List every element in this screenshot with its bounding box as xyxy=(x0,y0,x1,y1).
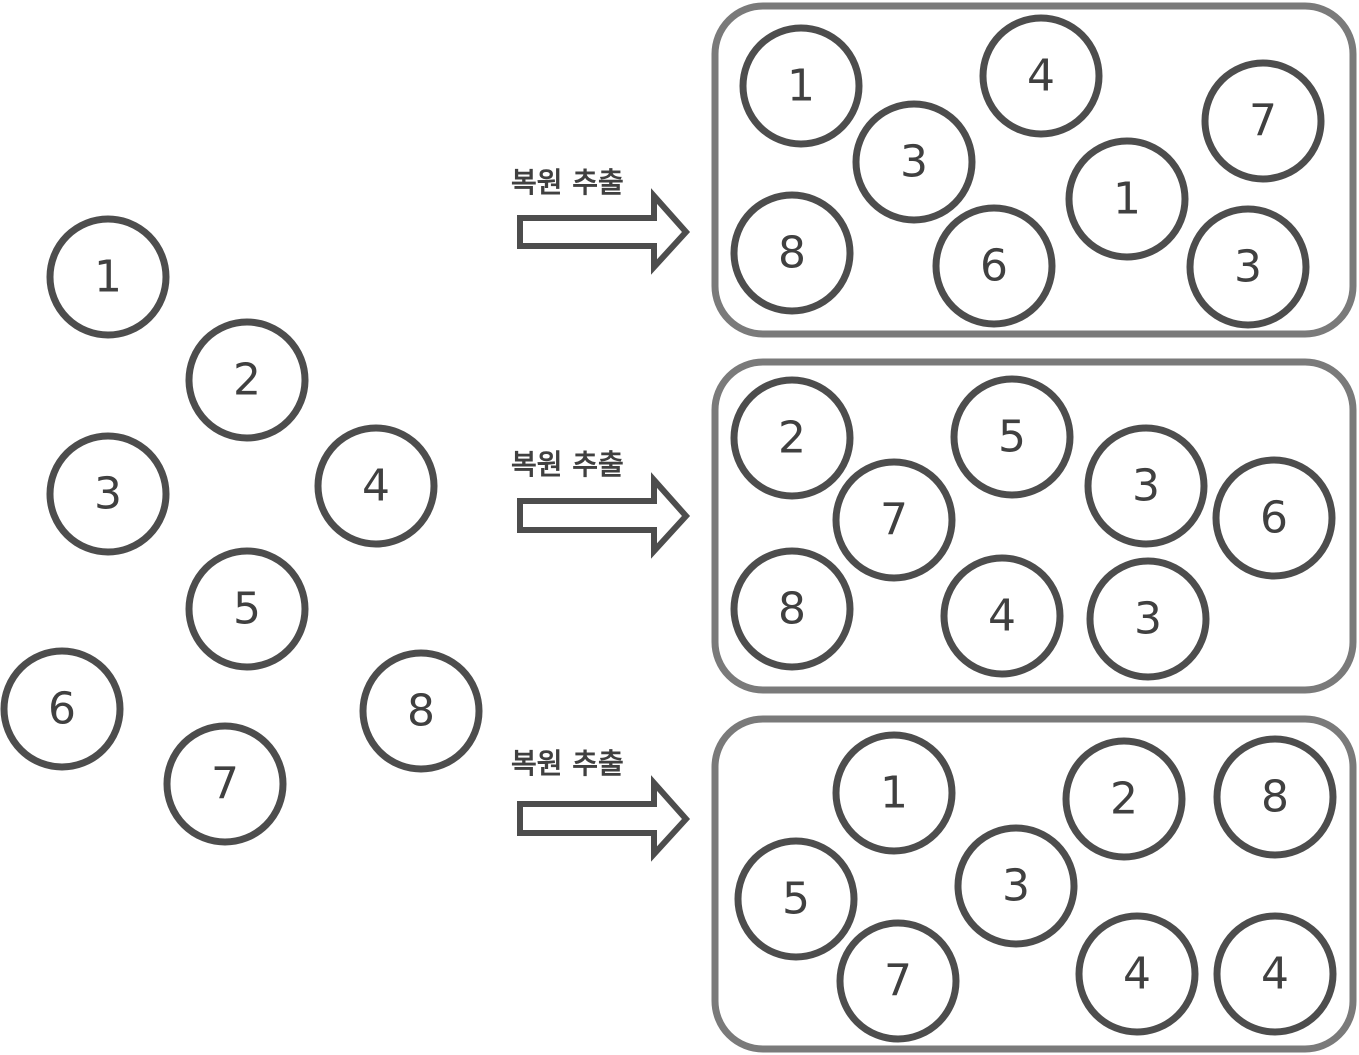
ball-label: 5 xyxy=(233,584,261,635)
sample-ball: 4 xyxy=(979,14,1103,138)
sample-ball: 7 xyxy=(1201,59,1325,183)
sample-ball: 4 xyxy=(1075,912,1199,1036)
ball-label: 4 xyxy=(1261,949,1289,1000)
ball-label: 3 xyxy=(94,469,122,520)
sample-ball: 8 xyxy=(730,547,854,671)
ball-label: 1 xyxy=(880,768,908,819)
sampling-arrow-1: 복원 추출 xyxy=(511,166,691,275)
sample-ball: 3 xyxy=(852,100,976,224)
arrow-label: 복원 추출 xyxy=(511,747,624,780)
ball-label: 4 xyxy=(1123,949,1151,1000)
arrow-label: 복원 추출 xyxy=(511,166,624,199)
sample-ball: 3 xyxy=(1086,557,1210,681)
sample-ball: 6 xyxy=(932,204,1056,328)
ball-label: 5 xyxy=(782,874,810,925)
ball-label: 3 xyxy=(1002,861,1030,912)
sample-ball: 4 xyxy=(1213,912,1337,1036)
sample-ball: 3 xyxy=(1186,205,1310,329)
ball-label: 3 xyxy=(1132,461,1160,512)
population-ball: 5 xyxy=(185,547,309,671)
sample-ball: 2 xyxy=(730,376,854,500)
sample-ball: 4 xyxy=(940,554,1064,678)
right-arrow-icon xyxy=(517,188,691,275)
ball-label: 6 xyxy=(980,241,1008,292)
ball-label: 1 xyxy=(94,252,122,303)
sample-ball: 7 xyxy=(832,458,956,582)
population-ball: 1 xyxy=(46,215,170,339)
sample-box-3: 1 2 8 3 5 7 4 4 xyxy=(711,715,1357,1053)
ball-label: 1 xyxy=(1113,174,1141,225)
ball-label: 5 xyxy=(998,412,1026,463)
sample-ball: 5 xyxy=(734,837,858,961)
ball-label: 4 xyxy=(362,461,390,512)
ball-label: 6 xyxy=(48,684,76,735)
sample-ball: 5 xyxy=(950,375,1074,499)
sample-ball: 7 xyxy=(836,919,960,1043)
ball-label: 3 xyxy=(1234,242,1262,293)
sample-ball: 8 xyxy=(730,191,854,315)
sample-ball: 3 xyxy=(1084,424,1208,548)
ball-label: 4 xyxy=(1027,51,1055,102)
ball-label: 7 xyxy=(211,759,239,810)
arrow-label: 복원 추출 xyxy=(511,448,624,481)
sample-ball: 8 xyxy=(1213,735,1337,859)
ball-label: 7 xyxy=(880,495,908,546)
population-ball: 2 xyxy=(185,318,309,442)
sample-ball: 3 xyxy=(954,824,1078,948)
right-arrow-icon xyxy=(517,775,691,862)
sample-box-2: 2 5 3 6 7 8 4 3 xyxy=(711,358,1357,694)
population-ball: 8 xyxy=(359,649,483,773)
population-ball: 6 xyxy=(0,647,124,771)
sample-ball: 1 xyxy=(832,731,956,855)
sample-ball: 6 xyxy=(1212,456,1336,580)
ball-label: 3 xyxy=(900,137,928,188)
ball-label: 4 xyxy=(988,591,1016,642)
ball-label: 7 xyxy=(1249,96,1277,147)
ball-label: 2 xyxy=(233,355,261,406)
ball-label: 8 xyxy=(778,584,806,635)
population-ball: 3 xyxy=(46,432,170,556)
population-group: 1 2 3 4 5 6 7 8 xyxy=(0,215,483,846)
ball-label: 7 xyxy=(884,956,912,1007)
ball-label: 8 xyxy=(1261,772,1289,823)
ball-label: 2 xyxy=(1110,774,1138,825)
ball-label: 1 xyxy=(787,61,815,112)
sample-ball: 2 xyxy=(1062,737,1186,861)
ball-label: 8 xyxy=(778,228,806,279)
ball-label: 2 xyxy=(778,413,806,464)
ball-label: 6 xyxy=(1260,493,1288,544)
sample-ball: 1 xyxy=(739,24,863,148)
ball-label: 3 xyxy=(1134,594,1162,645)
population-ball: 4 xyxy=(314,424,438,548)
right-arrow-icon xyxy=(517,472,691,559)
sampling-arrow-2: 복원 추출 xyxy=(511,448,691,559)
ball-label: 8 xyxy=(407,686,435,737)
sampling-arrow-3: 복원 추출 xyxy=(511,747,691,862)
population-ball: 7 xyxy=(163,722,287,846)
sample-ball: 1 xyxy=(1065,137,1189,261)
sample-box-1: 1 4 7 3 1 8 6 3 xyxy=(711,2,1357,338)
